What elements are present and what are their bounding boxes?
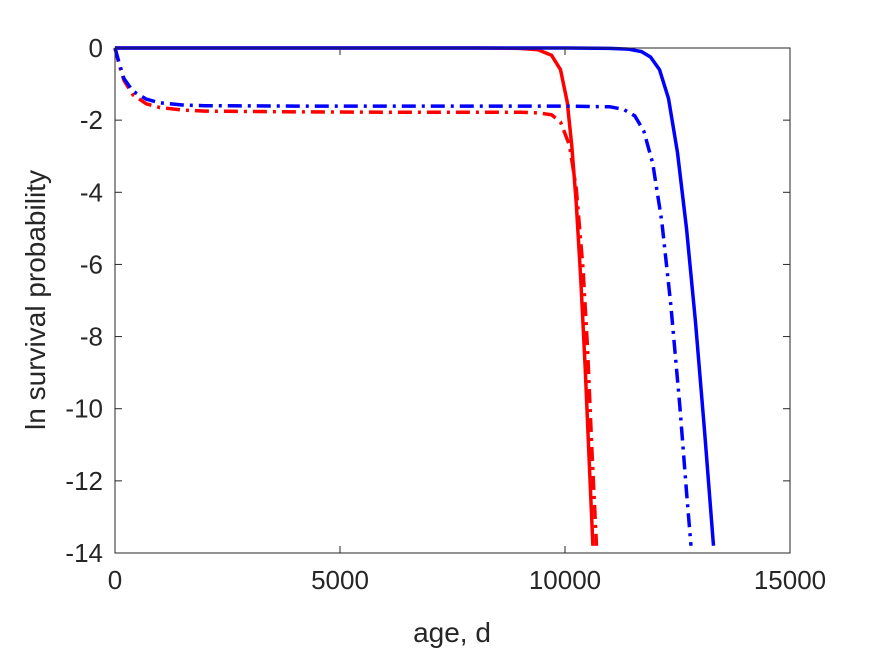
x-tick-label: 5000 (311, 565, 369, 595)
x-tick-label: 10000 (529, 565, 601, 595)
plot-area (115, 48, 790, 553)
y-tick-label: -4 (80, 177, 103, 207)
tick-layer: 0 5000 10000 15000 0 -2 -4 -6 -8 -10 -12 -14 (65, 33, 826, 595)
y-tick-label: -10 (65, 394, 103, 424)
y-tick-label: -2 (80, 105, 103, 135)
y-tick-label: -6 (80, 249, 103, 279)
x-tick-label: 0 (108, 565, 122, 595)
axes-box (114, 47, 791, 554)
y-tick-label: 0 (89, 33, 103, 63)
x-axis-label: age, d (413, 617, 491, 648)
y-tick-label: -8 (80, 322, 103, 352)
x-tick-label: 15000 (754, 565, 826, 595)
y-tick-label: -14 (65, 538, 103, 568)
y-tick-label: -12 (65, 466, 103, 496)
y-axis-label: ln survival probability (20, 170, 51, 430)
